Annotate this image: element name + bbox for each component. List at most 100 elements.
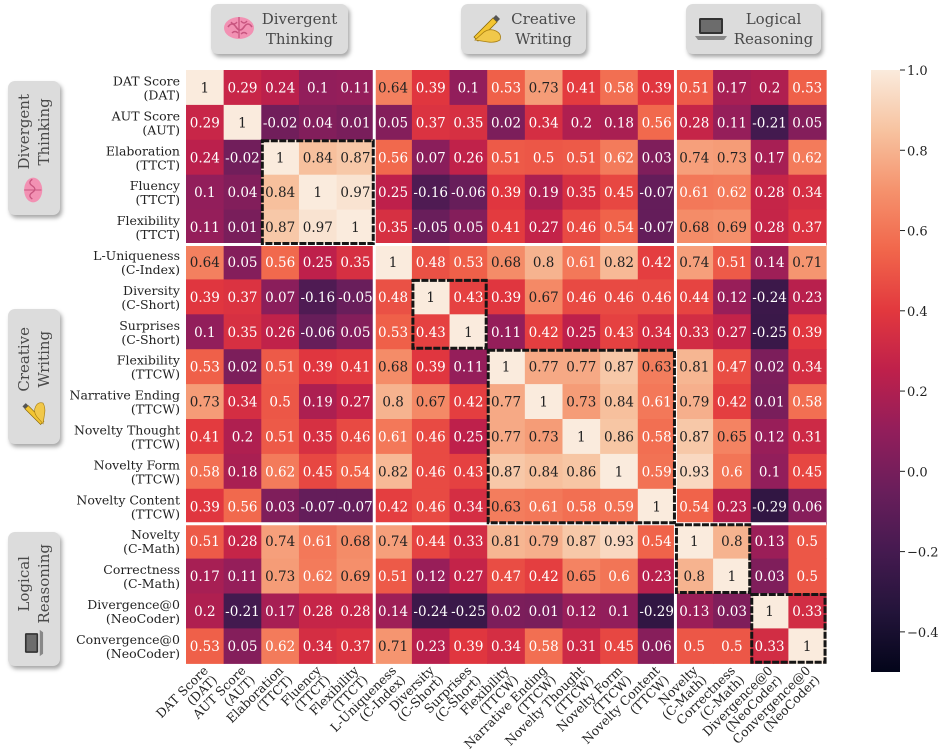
cell-value-label: 0.74	[378, 534, 408, 550]
cell-value-label: 0.06	[792, 499, 822, 515]
heatmap-cell	[336, 488, 375, 525]
cell-value-label: -0.21	[752, 115, 787, 131]
cell-value-label: 0.35	[566, 185, 596, 201]
heatmap-cell	[449, 488, 488, 525]
heatmap-cell	[675, 279, 714, 315]
heatmap-cell	[223, 209, 262, 246]
cell-value-label: -0.06	[300, 325, 335, 341]
highlight-blocks	[260, 139, 827, 664]
cell-value-label: 0.46	[566, 290, 596, 306]
cell-value-label: 0.44	[679, 290, 709, 306]
heatmap-cell	[374, 209, 413, 246]
highlight-block	[260, 139, 375, 245]
cell-value-label: 0.56	[378, 150, 408, 166]
cell-value-label: -0.29	[639, 604, 674, 620]
y-tick-label: Novelty Form (TTCW)	[94, 457, 180, 486]
heatmap-cell	[637, 174, 677, 211]
heatmap-cell	[298, 419, 338, 455]
side-category-logical: Logical Reasoning	[8, 532, 60, 666]
heatmap-cell	[750, 558, 789, 595]
cell-value-label: 0.53	[378, 325, 408, 341]
y-tick-label: Divergence@0 (NeoCoder)	[87, 597, 180, 626]
heatmap-cell	[223, 384, 262, 420]
heatmap-cell	[411, 628, 451, 664]
cell-value-label: 0.69	[340, 569, 370, 585]
heatmap-cell	[336, 419, 375, 455]
heatmap-cell	[411, 558, 451, 595]
cell-value-label: 0.27	[717, 325, 747, 341]
cell-value-label: 0.39	[453, 639, 483, 655]
cell-value-label: 0.25	[378, 185, 408, 201]
cell-value-label: 0.42	[529, 325, 559, 341]
side-category-creative: Creative Writing	[8, 309, 60, 444]
cell-value-label: 0.86	[566, 464, 596, 480]
cell-value-label: 0.62	[265, 464, 295, 480]
heatmap-cell	[411, 593, 451, 629]
cell-value-label: 0.07	[416, 150, 446, 166]
cell-value-label: 0.53	[190, 360, 220, 376]
heatmap-cell	[487, 314, 526, 350]
cell-value-label: 0.63	[642, 360, 672, 376]
heatmap-cell	[374, 279, 413, 315]
cell-value-label: 0.44	[416, 534, 446, 550]
cell-value-label: 1	[464, 325, 473, 341]
heatmap-cell	[261, 593, 300, 629]
heatmap-cell	[788, 174, 827, 211]
cell-value-label: 0.81	[679, 360, 709, 376]
heatmap-cell	[186, 523, 225, 560]
heatmap-cell	[524, 488, 564, 525]
heatmap-cell	[449, 70, 488, 106]
cell-value-label: -0.05	[413, 220, 448, 236]
cell-value-label: 0.28	[227, 534, 257, 550]
cell-value-label: 0.46	[340, 429, 370, 445]
cell-value-label: -0.07	[639, 185, 674, 201]
cell-value-label: 0.73	[265, 569, 295, 585]
cell-value-label: 0.47	[491, 569, 521, 585]
heatmap-cell	[186, 349, 225, 385]
heatmap-cell	[750, 279, 789, 315]
cell-value-label: 0.33	[792, 604, 822, 620]
heatmap-cell	[675, 523, 714, 560]
cell-value-label: 0.42	[378, 499, 408, 515]
cell-value-label: 0.14	[378, 604, 408, 620]
cell-value-label: 0.45	[604, 639, 634, 655]
heatmap-cell	[261, 314, 300, 350]
cell-value-label: 0.34	[529, 115, 559, 131]
cell-value-label: 0.35	[378, 220, 408, 236]
cell-value-label: 0.1	[458, 80, 479, 96]
cell-value-label: 0.03	[642, 150, 672, 166]
cell-value-label: 0.1	[608, 604, 629, 620]
heatmap-cell	[336, 523, 375, 560]
heatmap-cell	[298, 139, 338, 176]
cell-value-label: 0.05	[453, 220, 483, 236]
heatmap-cell	[336, 104, 375, 141]
colorbar: 1.0 0.8 0.6 0.4 0.2 0.0 −0.2 −0.4	[871, 64, 939, 672]
cell-value-label: 0.51	[265, 360, 295, 376]
heatmap-cell	[675, 593, 714, 629]
heatmap-cell	[750, 488, 789, 525]
heatmap-cell	[750, 209, 789, 246]
cell-value-label: 0.2	[194, 604, 215, 620]
y-tick-label: Elaboration (TTCT)	[106, 143, 180, 172]
cell-value-label: 0.74	[265, 534, 295, 550]
cell-value-label: 0.05	[792, 115, 822, 131]
cell-value-label: 0.64	[378, 80, 408, 96]
cell-value-label: 0.62	[604, 150, 634, 166]
heatmap-cell	[524, 453, 564, 490]
writing-hand-icon	[471, 14, 505, 44]
cell-value-label: 0.45	[604, 185, 634, 201]
cell-value-label: 0.1	[759, 464, 780, 480]
heatmap-cell	[261, 488, 300, 525]
cell-value-label: 0.11	[717, 115, 747, 131]
heatmap-cell	[336, 209, 375, 246]
colorbar-tick-label: 0.4	[907, 305, 928, 320]
cell-value-label: 0.05	[227, 255, 257, 271]
cell-value-label: 0.87	[491, 464, 521, 480]
cell-value-label: 1	[201, 80, 210, 96]
heatmap-cell	[562, 628, 601, 664]
heatmap-cell	[713, 139, 752, 176]
cell-value-label: 1	[238, 115, 247, 131]
heatmap-cell	[449, 453, 488, 490]
heatmap-cell	[562, 314, 601, 350]
cell-value-label: 0.17	[717, 80, 747, 96]
